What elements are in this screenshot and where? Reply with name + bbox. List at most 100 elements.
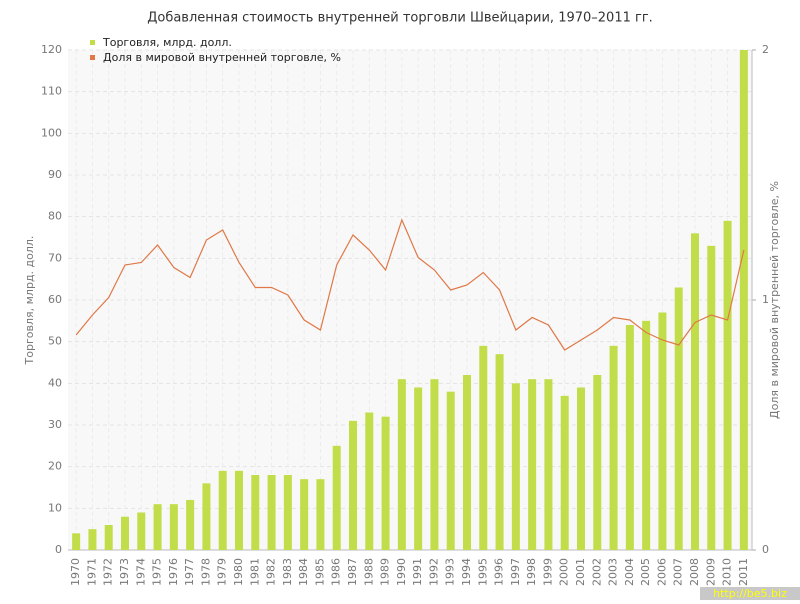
x-tick-label: 2003 [607,558,620,586]
x-tick-label: 1972 [102,558,115,586]
y2-tick-label: 1 [762,293,769,306]
bar [479,345,488,550]
y-tick-label: 50 [48,335,62,348]
x-tick-label: 1983 [281,558,294,586]
y-axis-label: Торговля, млрд. долл. [23,236,36,366]
x-tick-label: 1984 [297,558,310,586]
bar [218,470,227,550]
x-tick-label: 2010 [721,558,734,586]
bar [397,379,406,550]
bar [72,533,81,550]
bar [332,445,341,550]
bar [544,379,553,550]
y-tick-label: 120 [41,43,62,56]
bar [137,512,146,550]
x-tick-label: 1976 [167,558,180,586]
bar [739,50,748,550]
line [75,218,745,351]
legend-label: Торговля, млрд. долл. [102,36,232,49]
bar [283,475,292,550]
y-tick-label: 10 [48,501,62,514]
bar [625,325,634,550]
bar [235,470,243,550]
x-tick-label: 2005 [639,558,652,586]
x-tick-label: 1980 [232,558,245,586]
bar [560,395,569,550]
x-tick-label: 1990 [395,558,408,586]
y-tick-label: 0 [55,543,62,556]
bar [153,504,162,550]
x-tick-label: 1994 [460,558,473,586]
x-tick-label: 2002 [590,558,603,586]
bar [186,500,195,550]
x-tick-label: 1989 [379,558,392,586]
x-tick-label: 1971 [85,558,98,586]
y-tick-label: 100 [41,126,62,139]
y2-tick-label: 0 [762,543,769,556]
x-tick-label: 1988 [362,558,375,586]
bar [707,245,716,551]
bar [691,233,699,551]
x-tick-label: 1973 [118,558,131,586]
x-tick-label: 1986 [330,558,343,586]
legend-label: Доля в мировой внутренней торговле, % [103,51,341,64]
x-tick-label: 2006 [655,558,668,586]
x-tick-label: 1979 [216,558,229,586]
y-tick-label: 90 [48,168,62,181]
x-tick-label: 1997 [509,558,522,586]
y-tick-label: 60 [48,293,62,306]
bar [446,391,455,550]
x-tick-label: 1998 [525,558,538,586]
x-tick-label: 2004 [623,558,636,586]
watermark-bg [700,587,800,600]
chart-title: Добавленная стоимость внутренней торговл… [147,11,653,26]
x-tick-label: 1981 [248,558,261,586]
legend-swatch [90,40,95,45]
x-tick-label: 1999 [541,558,554,586]
y-tick-label: 30 [48,418,62,431]
y-tick-label: 80 [48,210,62,223]
bar [381,416,390,550]
x-tick-label: 1985 [313,558,326,586]
x-tick-label: 1974 [134,558,147,586]
bar [511,383,520,550]
x-tick-label: 1970 [69,558,82,586]
bar [121,516,129,550]
x-tick-label: 2001 [574,558,587,586]
x-tick-label: 2007 [672,558,685,586]
y2-tick-label: 2 [762,43,769,56]
bar [609,345,618,550]
bar [674,287,683,550]
bar [414,387,423,550]
bar [104,525,113,550]
legend-swatch [90,55,95,60]
x-tick-label: 1977 [183,558,196,586]
bar [88,529,97,550]
watermark: http://be5.biz [713,587,787,600]
x-tick-label: 2008 [688,558,701,586]
bar [463,375,471,550]
bar [251,475,260,550]
y-tick-label: 40 [48,376,62,389]
y2-axis-label: Доля в мировой внутренней торговле, % [768,181,781,419]
x-tick-label: 1982 [265,558,278,586]
y-tick-label: 70 [48,251,62,264]
bar [267,475,276,550]
bar [642,320,651,550]
x-tick-label: 1995 [476,558,489,586]
x-tick-label: 2009 [704,558,717,586]
x-tick-label: 1978 [199,558,212,586]
bar [430,379,439,550]
bar [723,220,732,551]
bar [300,479,309,550]
bar [593,375,602,550]
x-tick-label: 2000 [558,558,571,586]
x-tick-label: 1993 [444,558,457,586]
y-tick-label: 20 [48,460,62,473]
bar [495,354,504,550]
bar [202,483,211,550]
bar [169,504,178,550]
x-tick-label: 1987 [346,558,359,586]
bar [365,412,374,550]
x-tick-label: 1975 [151,558,164,586]
